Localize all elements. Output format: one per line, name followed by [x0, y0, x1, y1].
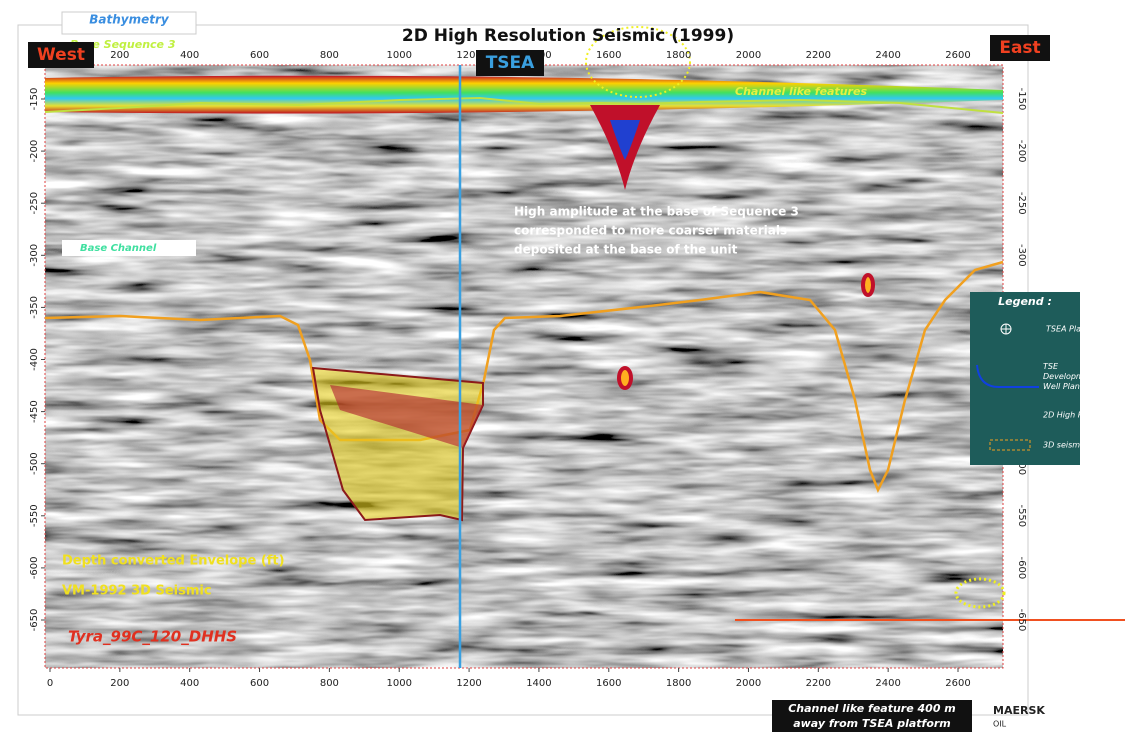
base-channel-box — [62, 240, 196, 256]
top-tick-label: 1000 — [387, 50, 412, 61]
top-tick-label: 400 — [180, 50, 199, 61]
west-label: West — [37, 45, 85, 65]
legend-symbol — [989, 439, 1031, 451]
envelope-band — [330, 385, 483, 448]
top-tick-label: 1200 — [456, 50, 481, 61]
base-channel-line — [44, 260, 1004, 494]
y2-tick-label: -200 — [1016, 140, 1027, 163]
y-tick-label: -550 — [29, 504, 40, 527]
y-tick-label: -250 — [29, 192, 40, 215]
x-tick-label: 2600 — [945, 678, 970, 689]
x-tick-label: 2400 — [875, 678, 900, 689]
x-tick-label: 400 — [180, 678, 199, 689]
top-tick-label: 2400 — [875, 50, 900, 61]
y2-tick-label: -250 — [1016, 192, 1027, 215]
top-tick-label: 2600 — [945, 50, 970, 61]
top-tick-label: 600 — [250, 50, 269, 61]
legend-item: TSE Development Well Plan — [1043, 362, 1081, 391]
tab-label: Bathymetry — [89, 13, 170, 27]
y2-tick-label: -550 — [1016, 504, 1027, 527]
x-tick-label: 2000 — [736, 678, 761, 689]
x-tick-label: 1800 — [666, 678, 691, 689]
y2-tick-label: -650 — [1016, 609, 1027, 632]
annotation: VM-1992 3D Seismic — [62, 584, 212, 599]
y-tick-label: -400 — [29, 348, 40, 371]
top-tick-label: 200 — [110, 50, 129, 61]
title: 2D High Resolution Seismic (1999) — [402, 26, 734, 46]
callout: away from TSEA platform — [793, 717, 951, 730]
y2-tick-label: -600 — [1016, 557, 1027, 580]
y-tick-label: -300 — [29, 244, 40, 267]
top-tick-label: 1600 — [596, 50, 621, 61]
legend-item-wrap: TSE Development Well Plan — [1043, 362, 1081, 391]
east-box — [990, 35, 1050, 61]
callout: Channel like feature 400 m — [788, 702, 956, 715]
seismic-image — [45, 65, 1003, 668]
legend-box — [970, 292, 1080, 465]
x-tick-label: 600 — [250, 678, 269, 689]
legend-title: Legend : — [998, 295, 1052, 308]
tsea-label: TSEA — [486, 53, 535, 73]
highlight-ellipse — [585, 26, 691, 98]
y-tick-label: -650 — [29, 609, 40, 632]
x-tick-label: 2200 — [806, 678, 831, 689]
y-tick-label: -450 — [29, 400, 40, 423]
x-tick-label: 200 — [110, 678, 129, 689]
x-tick-label: 1600 — [596, 678, 621, 689]
x-tick-label: 0 — [47, 678, 53, 689]
bathymetry-line — [44, 96, 1004, 114]
callout-box — [772, 700, 972, 732]
west-box — [28, 42, 94, 68]
axes: 0 200 400 600 800 1000 1200 1400 1600 1800 2000 220… — [29, 50, 1027, 689]
tab — [61, 11, 197, 35]
amplitude-blob — [617, 366, 633, 390]
legend-item: TSEA Plat — [1046, 325, 1085, 334]
annotation: corresponded to more coarser materials — [514, 224, 787, 238]
top-tick-label: 1800 — [666, 50, 691, 61]
layer-label: Base Sequence 3 — [70, 38, 176, 51]
legend-item: 3D seismic — [1043, 441, 1087, 450]
y-tick-label: -200 — [29, 140, 40, 163]
legend-item: 2D High Res — [1043, 411, 1092, 420]
y2-tick-label: -300 — [1016, 244, 1027, 267]
tsea-box — [476, 50, 544, 76]
x-tick-label: 1400 — [526, 678, 551, 689]
top-tick-label: 2200 — [806, 50, 831, 61]
y-tick-label: -500 — [29, 452, 40, 475]
annotation: High amplitude at the base of Sequence 3 — [514, 205, 799, 219]
logo-sub: OIL — [993, 720, 1007, 729]
logo: MAERSK — [993, 704, 1045, 717]
annotation: Depth converted Envelope (ft) — [62, 554, 285, 569]
highlight-ellipse — [954, 577, 1006, 609]
y-tick-label: -350 — [29, 296, 40, 319]
annotation: Base Channel — [80, 243, 157, 254]
east-label: East — [999, 38, 1040, 58]
annotation: Channel like features — [735, 85, 867, 98]
legend-symbol — [976, 364, 1039, 388]
channel-anomaly-core — [610, 120, 640, 160]
y-tick-label: -150 — [29, 88, 40, 111]
amplitude-blob — [861, 273, 875, 297]
x-tick-label: 1200 — [456, 678, 481, 689]
line-name: Tyra_99C_120_DHHS — [68, 628, 237, 646]
x-tick-label: 800 — [320, 678, 339, 689]
annotation: deposited at the base of the unit — [514, 243, 738, 257]
plot-border — [44, 64, 1004, 669]
x-tick-label: 1000 — [387, 678, 412, 689]
y-tick-label: -600 — [29, 557, 40, 580]
top-tick-label: 2000 — [736, 50, 761, 61]
y2-tick-label: -150 — [1016, 88, 1027, 111]
top-tick-label: 800 — [320, 50, 339, 61]
